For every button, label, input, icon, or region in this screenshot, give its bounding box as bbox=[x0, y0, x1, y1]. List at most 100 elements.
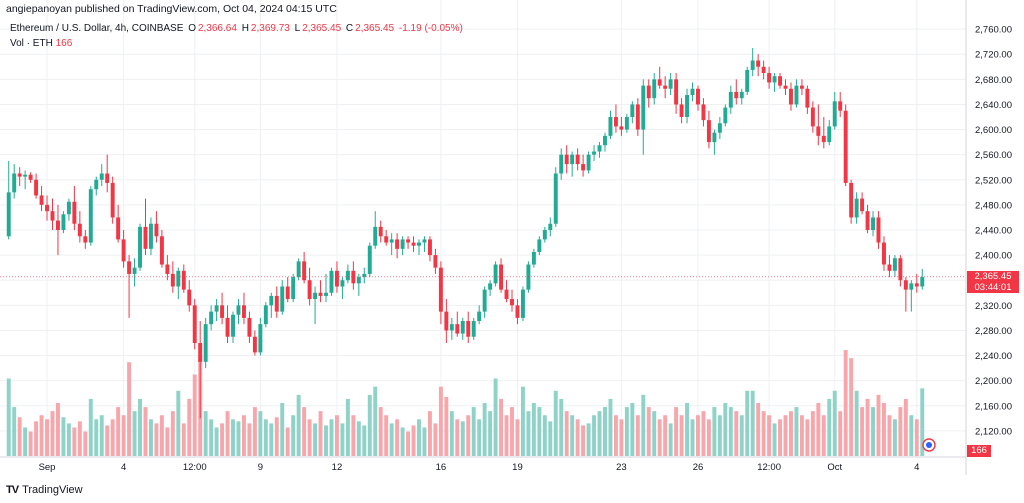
price-tick-label: 2,640.00 bbox=[975, 100, 1012, 111]
candle-body bbox=[515, 305, 520, 318]
volume-bar bbox=[296, 394, 301, 456]
volume-bar bbox=[247, 423, 252, 456]
volume-bar bbox=[504, 415, 509, 456]
volume-bar bbox=[920, 388, 925, 456]
volume-bar bbox=[603, 407, 607, 456]
volume-bar bbox=[99, 415, 104, 456]
tradingview-logo[interactable]: TV TradingView bbox=[6, 484, 83, 496]
candle-body bbox=[635, 104, 640, 130]
candle-body bbox=[575, 154, 580, 165]
candle-body bbox=[247, 317, 252, 337]
volume-bar bbox=[630, 403, 635, 456]
candle-body bbox=[334, 270, 339, 287]
volume-bar bbox=[717, 415, 722, 456]
candle-body bbox=[17, 173, 22, 177]
volume-bar bbox=[706, 419, 711, 456]
candle-body bbox=[389, 239, 394, 243]
candle-body bbox=[756, 60, 761, 67]
candle-body bbox=[351, 270, 356, 284]
price-tick-label: 2,480.00 bbox=[975, 200, 1012, 211]
volume-bar bbox=[537, 407, 542, 456]
volume-bar bbox=[789, 411, 793, 456]
volume-bar bbox=[389, 423, 394, 456]
volume-bar bbox=[455, 419, 460, 456]
time-tick-label: 16 bbox=[436, 462, 447, 473]
price-tick-label: 2,560.00 bbox=[975, 150, 1012, 161]
candle-body bbox=[882, 242, 886, 265]
volume-bar bbox=[302, 407, 307, 456]
candle-body bbox=[887, 264, 892, 271]
ohlc-legend: Ethereum / U.S. Dollar, 4h, COINBASE O 2,… bbox=[10, 23, 465, 34]
time-tick-label: 9 bbox=[258, 462, 263, 473]
candle-body bbox=[176, 270, 181, 287]
candle-body bbox=[187, 289, 192, 306]
candle-body bbox=[23, 174, 28, 177]
candle-body bbox=[50, 211, 55, 221]
candle-body bbox=[903, 280, 908, 290]
symbol-title[interactable]: Ethereum / U.S. Dollar, 4h, COINBASE bbox=[10, 23, 184, 34]
price-tick-label: 2,760.00 bbox=[975, 25, 1012, 36]
volume-bar bbox=[192, 374, 197, 456]
time-axis[interactable]: Sep 4 12:00 9 12 16 19 23 26 12:00 Oct 4 bbox=[39, 462, 920, 473]
volume-bar bbox=[712, 407, 717, 456]
candle-body bbox=[466, 321, 471, 337]
price-axis[interactable]: 2,120.00 2,160.00 2,200.00 2,240.00 2,280.00… bbox=[975, 25, 1012, 438]
bar-countdown-label: 03:44:01 bbox=[974, 281, 1012, 293]
volume-bar bbox=[909, 415, 914, 456]
candle-body bbox=[799, 85, 804, 89]
volume-bar bbox=[499, 398, 504, 456]
candle-body bbox=[745, 69, 750, 92]
volume-bar bbox=[433, 423, 438, 456]
volume-bar bbox=[6, 378, 11, 456]
volume-bar bbox=[520, 386, 525, 456]
volume-bar bbox=[635, 415, 640, 456]
volume-bar bbox=[61, 417, 66, 456]
candle-body bbox=[77, 223, 82, 237]
volume-bar bbox=[45, 419, 49, 456]
low-label: L bbox=[294, 23, 301, 34]
volume-bar bbox=[17, 417, 22, 456]
candle-body bbox=[717, 123, 722, 133]
volume-bar bbox=[657, 419, 662, 456]
candle-body bbox=[570, 154, 575, 165]
volume-bar bbox=[865, 398, 870, 456]
candle-body bbox=[34, 179, 39, 196]
volume-bar bbox=[449, 411, 454, 456]
candle-body bbox=[772, 76, 777, 83]
candle-body bbox=[455, 324, 460, 334]
candle-body bbox=[88, 189, 93, 243]
volume-label[interactable]: Vol · ETH bbox=[10, 38, 53, 49]
candle-body bbox=[482, 289, 487, 312]
volume-bar bbox=[570, 415, 575, 456]
candle-body bbox=[411, 242, 416, 246]
candle-body bbox=[367, 245, 372, 274]
candle-body bbox=[674, 79, 679, 105]
candle-body bbox=[198, 343, 203, 362]
candle-body bbox=[116, 217, 121, 240]
volume-bar bbox=[28, 431, 33, 456]
candle-body bbox=[236, 305, 241, 315]
candle-body bbox=[241, 305, 246, 318]
candle-body bbox=[154, 223, 159, 237]
candle-body bbox=[94, 179, 99, 190]
candle-body bbox=[214, 305, 219, 312]
candle-body bbox=[783, 85, 788, 89]
volume-bar bbox=[307, 419, 312, 456]
candle-body bbox=[641, 85, 646, 130]
candle-body bbox=[843, 110, 848, 183]
volume-bar bbox=[176, 390, 181, 456]
volume-value: 166 bbox=[55, 38, 73, 49]
candle-body bbox=[143, 226, 148, 249]
volume-bar bbox=[745, 390, 750, 456]
time-tick-label: 12 bbox=[332, 462, 343, 473]
candle-body bbox=[121, 239, 126, 262]
volume-bar bbox=[318, 411, 323, 456]
volume-bar bbox=[663, 415, 668, 456]
open-value: 2,366.64 bbox=[197, 23, 237, 34]
candle-body bbox=[159, 236, 164, 265]
candle-body bbox=[860, 198, 865, 212]
candle-body bbox=[39, 195, 44, 205]
candle-body bbox=[422, 239, 427, 243]
candle-body bbox=[460, 321, 465, 334]
